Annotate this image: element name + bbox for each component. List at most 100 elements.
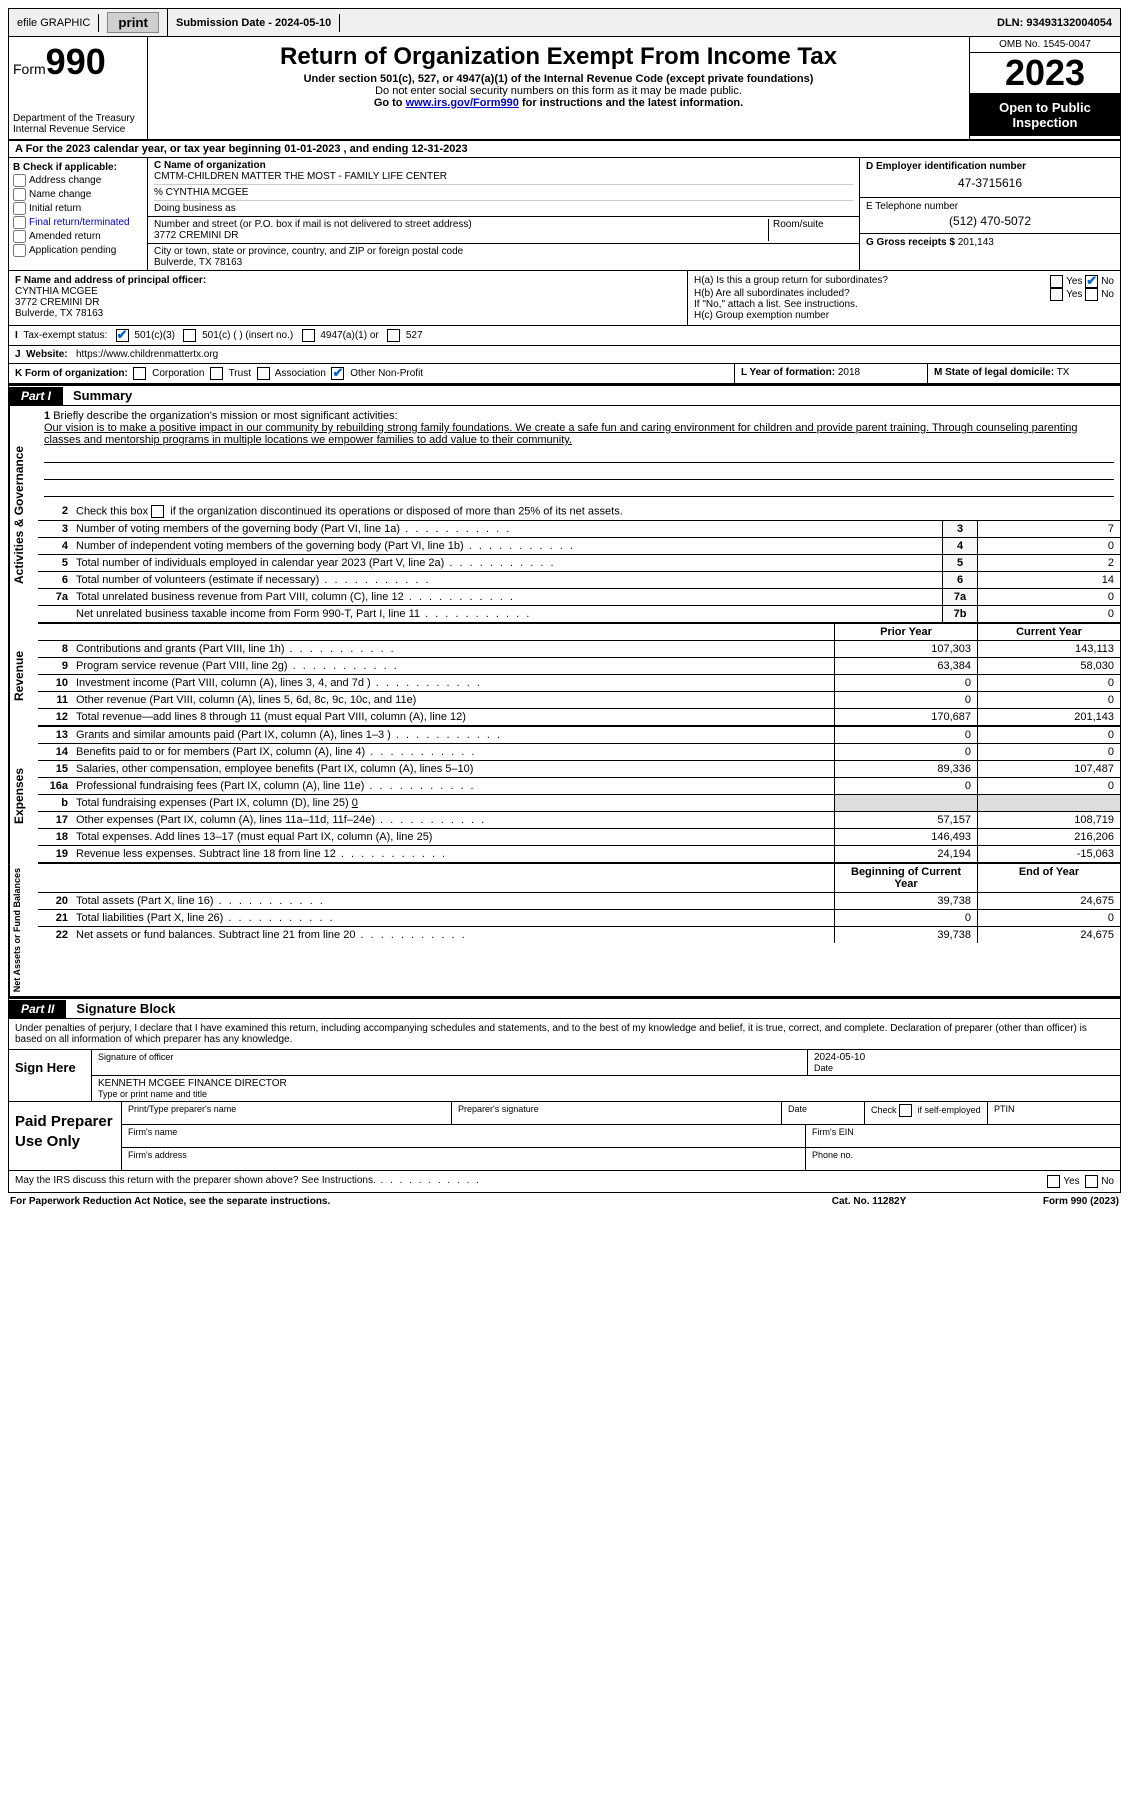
- care-of: % CYNTHIA MCGEE: [154, 184, 853, 198]
- d-label: D Employer identification number: [866, 161, 1114, 172]
- activities-governance: Activities & Governance 1 Briefly descri…: [8, 406, 1121, 624]
- c-name-label: C Name of organization: [154, 160, 853, 171]
- line-6: Total number of volunteers (estimate if …: [72, 572, 942, 588]
- line-5: Total number of individuals employed in …: [72, 555, 942, 571]
- line-19: Revenue less expenses. Subtract line 18 …: [72, 846, 834, 862]
- line-2: Check this box if the organization disco…: [72, 503, 1120, 520]
- form-title: Return of Organization Exempt From Incom…: [152, 43, 965, 71]
- org-name: CMTM-CHILDREN MATTER THE MOST - FAMILY L…: [154, 171, 853, 182]
- line-22: Net assets or fund balances. Subtract li…: [72, 927, 834, 943]
- j-row: J Website: https://www.childrenmattertx.…: [9, 346, 1120, 363]
- line-13: Grants and similar amounts paid (Part IX…: [72, 727, 834, 743]
- perjury-text: Under penalties of perjury, I declare th…: [8, 1019, 1121, 1050]
- subtitle-3: Go to www.irs.gov/Form990 for instructio…: [152, 97, 965, 109]
- line-16a: Professional fundraising fees (Part IX, …: [72, 778, 834, 794]
- cb-self-employed[interactable]: [899, 1104, 912, 1117]
- line-9: Program service revenue (Part VIII, line…: [72, 658, 834, 674]
- row-a-tax-year: A For the 2023 calendar year, or tax yea…: [8, 141, 1121, 158]
- cb-other[interactable]: [331, 367, 344, 380]
- line-17: Other expenses (Part IX, column (A), lin…: [72, 812, 834, 828]
- b-label: B Check if applicable:: [13, 162, 143, 173]
- subtitle-1: Under section 501(c), 527, or 4947(a)(1)…: [152, 73, 965, 85]
- city-label: City or town, state or province, country…: [154, 246, 853, 257]
- cb-final-return[interactable]: Final return/terminated: [13, 216, 143, 229]
- ha-no-cb[interactable]: [1085, 275, 1098, 288]
- efile-label: efile GRAPHIC: [9, 14, 99, 32]
- hb-no-cb[interactable]: [1085, 288, 1098, 301]
- subtitle-2: Do not enter social security numbers on …: [152, 85, 965, 97]
- cb-name-change[interactable]: Name change: [13, 188, 143, 201]
- dln: DLN: 93493132004054: [989, 14, 1120, 32]
- submission-date: Submission Date - 2024-05-10: [168, 14, 340, 32]
- tax-year: 2023: [970, 53, 1120, 94]
- expenses-section: Expenses 13Grants and similar amounts pa…: [8, 727, 1121, 864]
- cb-initial-return[interactable]: Initial return: [13, 202, 143, 215]
- cb-application-pending[interactable]: Application pending: [13, 244, 143, 257]
- part2-header: Part II Signature Block: [8, 997, 1121, 1019]
- g-label: G Gross receipts $: [866, 237, 955, 248]
- line-8: Contributions and grants (Part VIII, lin…: [72, 641, 834, 657]
- line-12: Total revenue—add lines 8 through 11 (mu…: [72, 709, 834, 725]
- dba-label: Doing business as: [154, 200, 853, 214]
- page-footer: For Paperwork Reduction Act Notice, see …: [8, 1193, 1121, 1210]
- net-assets-section: Net Assets or Fund Balances Beginning of…: [8, 864, 1121, 997]
- mission-text: Our vision is to make a positive impact …: [44, 422, 1078, 446]
- block-bcdeg: B Check if applicable: Address change Na…: [8, 158, 1121, 271]
- line-3: Number of voting members of the governin…: [72, 521, 942, 537]
- officer-city: Bulverde, TX 78163: [15, 308, 681, 319]
- hb-row: H(b) Are all subordinates included? Yes …: [694, 288, 1114, 299]
- cb-discuss-no[interactable]: [1085, 1175, 1098, 1188]
- ein: 47-3715616: [866, 172, 1114, 194]
- top-bar: efile GRAPHIC print Submission Date - 20…: [8, 8, 1121, 37]
- cb-4947[interactable]: [302, 329, 315, 342]
- line-18: Total expenses. Add lines 13–17 (must eq…: [72, 829, 834, 845]
- irs-label: Internal Revenue Service: [13, 124, 143, 135]
- print-button[interactable]: print: [107, 12, 159, 33]
- cb-501c[interactable]: [183, 329, 196, 342]
- officer-street: 3772 CREMINI DR: [15, 297, 681, 308]
- cb-corp[interactable]: [133, 367, 146, 380]
- revenue-section: Revenue Prior YearCurrent Year 8Contribu…: [8, 624, 1121, 727]
- mission-q: Briefly describe the organization's miss…: [53, 410, 397, 422]
- ha-row: H(a) Is this a group return for subordin…: [694, 275, 1114, 286]
- line-21: Total liabilities (Part X, line 26): [72, 910, 834, 926]
- l-row: L Year of formation: 2018: [734, 364, 927, 383]
- line-14: Benefits paid to or for members (Part IX…: [72, 744, 834, 760]
- cb-527[interactable]: [387, 329, 400, 342]
- line-7b: Net unrelated business taxable income fr…: [72, 606, 942, 622]
- signer-name: KENNETH MCGEE FINANCE DIRECTOR: [98, 1078, 1114, 1089]
- line-11: Other revenue (Part VIII, column (A), li…: [72, 692, 834, 708]
- room-label: Room/suite: [768, 219, 853, 241]
- ha-yes-cb[interactable]: [1050, 275, 1063, 288]
- f-label: F Name and address of principal officer:: [15, 275, 681, 286]
- street: 3772 CREMINI DR: [154, 230, 768, 241]
- line-20: Total assets (Part X, line 16): [72, 893, 834, 909]
- sign-here-block: Sign Here Signature of officer 2024-05-1…: [8, 1050, 1121, 1102]
- city: Bulverde, TX 78163: [154, 257, 853, 268]
- cb-amended-return[interactable]: Amended return: [13, 230, 143, 243]
- cb-address-change[interactable]: Address change: [13, 174, 143, 187]
- k-row: K Form of organization: Corporation Trus…: [9, 364, 734, 383]
- line-15: Salaries, other compensation, employee b…: [72, 761, 834, 777]
- officer-name: CYNTHIA MCGEE: [15, 286, 681, 297]
- omb-number: OMB No. 1545-0047: [970, 37, 1120, 53]
- form-number: Form990: [13, 41, 143, 83]
- cb-501c3[interactable]: [116, 329, 129, 342]
- m-row: M State of legal domicile: TX: [927, 364, 1120, 383]
- irs-link[interactable]: www.irs.gov/Form990: [406, 97, 519, 109]
- open-public-inspection: Open to Public Inspection: [970, 94, 1120, 136]
- cb-assoc[interactable]: [257, 367, 270, 380]
- phone: (512) 470-5072: [866, 212, 1114, 230]
- website-link[interactable]: https://www.childrenmattertx.org: [76, 349, 218, 360]
- paid-preparer-block: Paid Preparer Use Only Print/Type prepar…: [8, 1102, 1121, 1171]
- cb-trust[interactable]: [210, 367, 223, 380]
- part1-header: Part I Summary: [8, 384, 1121, 406]
- cb-discuss-yes[interactable]: [1047, 1175, 1060, 1188]
- cb-discontinued[interactable]: [151, 505, 164, 518]
- line-10: Investment income (Part VIII, column (A)…: [72, 675, 834, 691]
- street-label: Number and street (or P.O. box if mail i…: [154, 219, 768, 230]
- line-7a: Total unrelated business revenue from Pa…: [72, 589, 942, 605]
- hb-yes-cb[interactable]: [1050, 288, 1063, 301]
- discuss-row: May the IRS discuss this return with the…: [8, 1171, 1121, 1193]
- form-header: Form990 Department of the Treasury Inter…: [8, 37, 1121, 141]
